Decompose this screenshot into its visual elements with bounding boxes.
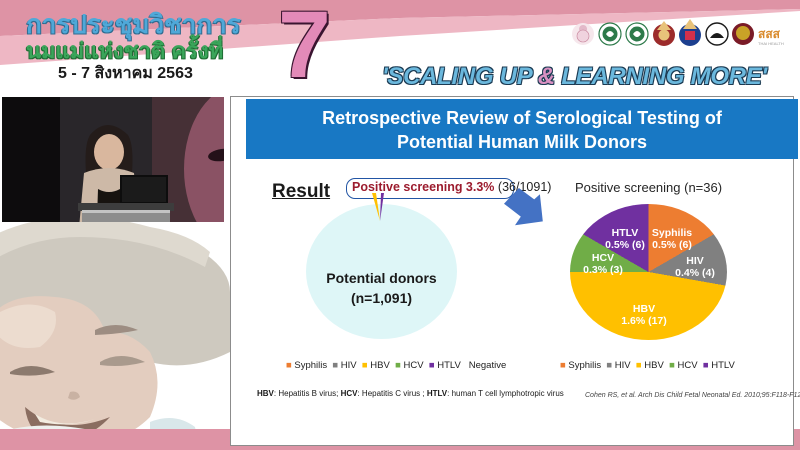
svg-text:THAI HEALTH: THAI HEALTH <box>758 41 784 46</box>
svg-text:สสส: สสส <box>758 27 781 41</box>
